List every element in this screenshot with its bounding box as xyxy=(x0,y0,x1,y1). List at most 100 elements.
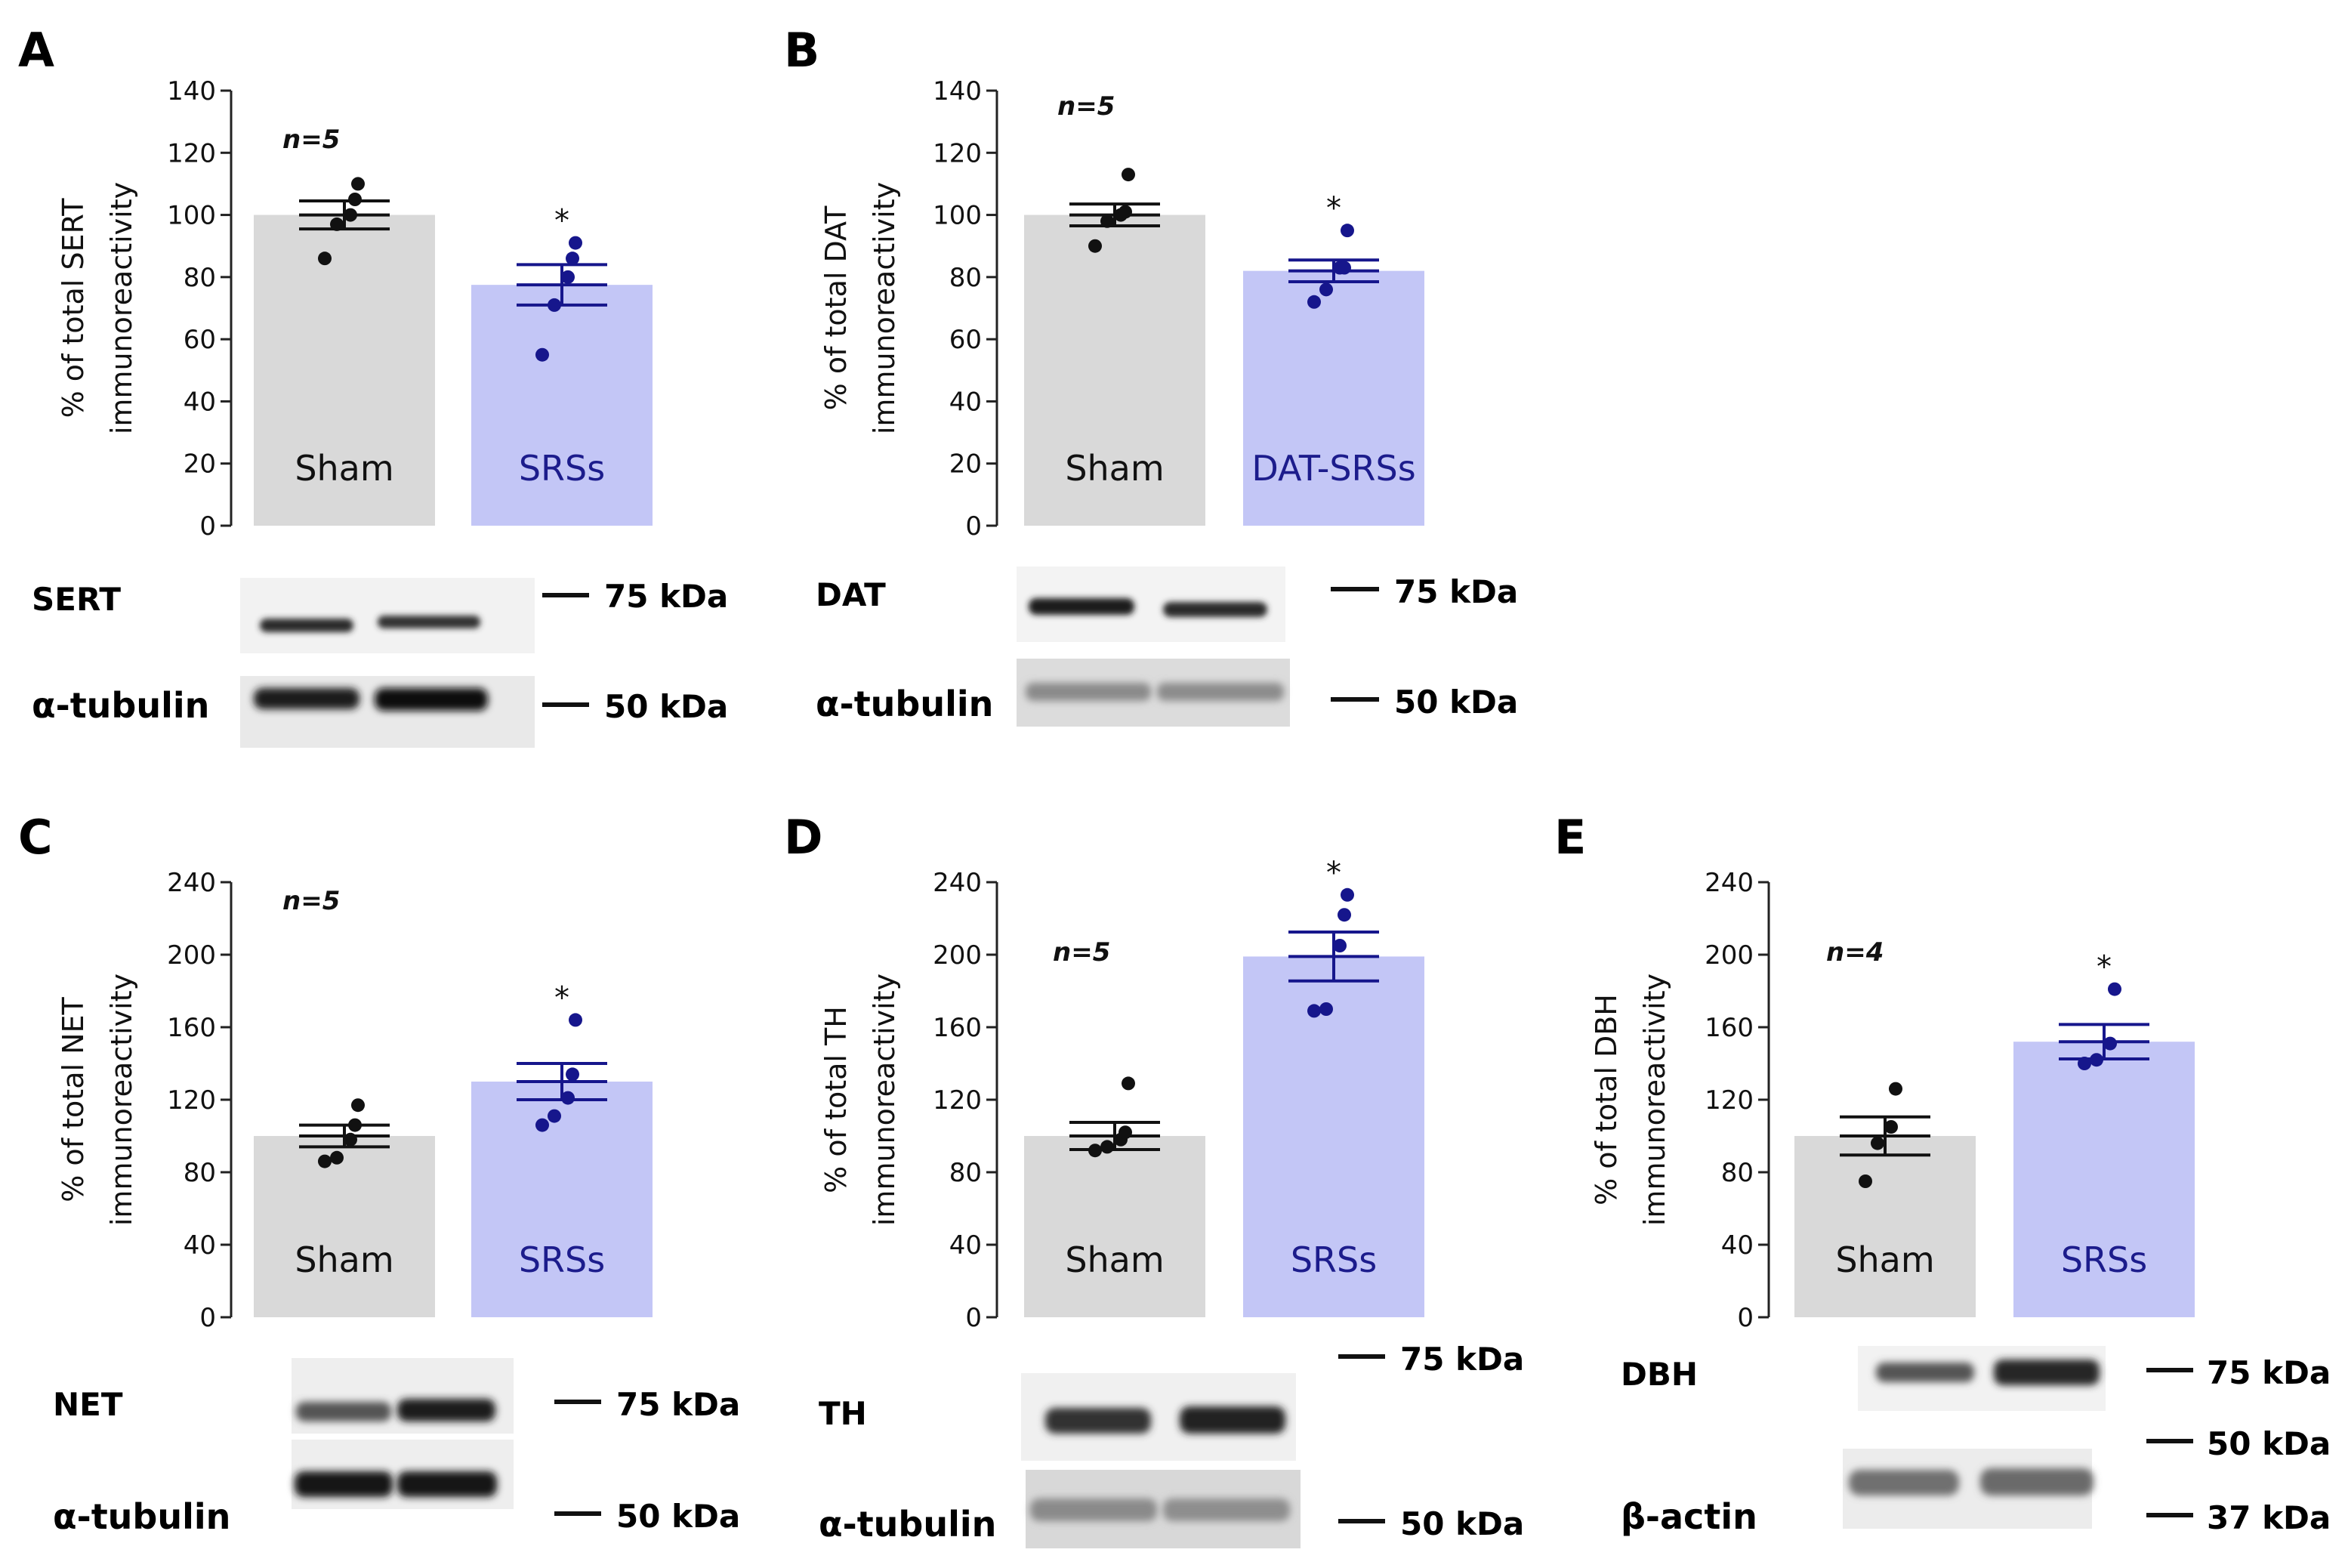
western-blot-net: NET α-tubulin 75 kDa 50 kDa xyxy=(53,1358,740,1537)
data-point xyxy=(1307,295,1321,309)
y-tick-label: 100 xyxy=(933,201,982,231)
n-label: n=5 xyxy=(282,886,340,916)
y-tick-label: 160 xyxy=(1705,1013,1754,1043)
y-axis-label: immunoreactivity xyxy=(105,974,138,1226)
data-point xyxy=(548,1109,561,1123)
y-tick-label: 160 xyxy=(933,1013,982,1043)
significance-marker: * xyxy=(1326,191,1341,226)
data-point xyxy=(1319,1002,1333,1016)
y-axis-label: immunoreactivity xyxy=(868,182,901,434)
blot-band xyxy=(375,688,488,711)
blot-label: β-actin xyxy=(1621,1496,1757,1537)
kda-label: 50 kDa xyxy=(1400,1505,1524,1542)
y-axis-label: % of total SERT xyxy=(57,198,90,418)
western-blot-dat: DAT α-tubulin 75 kDa 50 kDa xyxy=(816,566,1518,727)
y-tick-label: 120 xyxy=(167,1085,216,1116)
data-point xyxy=(348,193,362,206)
y-tick-label: 200 xyxy=(933,940,982,971)
data-point xyxy=(318,252,332,266)
data-point xyxy=(1884,1120,1898,1134)
y-tick-label: 80 xyxy=(184,1158,216,1188)
blot-label: SERT xyxy=(32,581,121,618)
blot-label: α-tubulin xyxy=(53,1496,230,1537)
category-label: Sham xyxy=(1065,1239,1164,1280)
bar-srs xyxy=(1243,270,1424,526)
bar-sham xyxy=(1024,1136,1205,1317)
panel-letter: A xyxy=(18,23,54,78)
n-label: n=5 xyxy=(1057,91,1115,122)
data-point xyxy=(2078,1057,2091,1070)
y-tick-label: 200 xyxy=(167,940,216,971)
blot-band xyxy=(254,688,359,709)
data-point xyxy=(1319,282,1333,297)
y-tick-label: 80 xyxy=(1721,1158,1754,1188)
data-point xyxy=(2103,1036,2117,1051)
kda-label: 50 kDa xyxy=(2207,1425,2331,1462)
data-point xyxy=(330,1150,344,1165)
y-tick-label: 40 xyxy=(949,387,982,417)
data-point xyxy=(561,1091,575,1105)
data-point xyxy=(535,1118,549,1132)
category-label: SRSs xyxy=(2061,1239,2147,1280)
y-tick-label: 60 xyxy=(949,325,982,355)
blot-band xyxy=(1994,1360,2100,1385)
category-label: Sham xyxy=(1835,1239,1934,1280)
blot-label: α-tubulin xyxy=(819,1504,996,1545)
blot-band xyxy=(1029,598,1134,615)
y-tick-label: 0 xyxy=(199,1303,216,1333)
y-axis-label: % of total DBH xyxy=(1590,994,1623,1205)
kda-label: 37 kDa xyxy=(2207,1499,2331,1536)
y-tick-label: 40 xyxy=(184,1230,216,1261)
data-point xyxy=(566,1067,579,1082)
blot-label: DAT xyxy=(816,576,886,613)
blot-band xyxy=(1030,1499,1157,1521)
blot-band xyxy=(1849,1470,1959,1495)
blot-band xyxy=(296,1402,391,1421)
blot-label: α-tubulin xyxy=(32,685,209,726)
data-point xyxy=(351,177,365,191)
y-tick-label: 140 xyxy=(933,76,982,106)
blot-band xyxy=(1026,683,1151,701)
data-point xyxy=(1088,239,1102,253)
blot-band xyxy=(1163,602,1267,617)
category-label: Sham xyxy=(295,448,393,489)
data-point xyxy=(1333,939,1347,952)
bar-srs xyxy=(1243,956,1424,1317)
data-point xyxy=(344,208,357,222)
data-point xyxy=(1859,1174,1872,1188)
kda-label: 75 kDa xyxy=(1394,573,1518,610)
n-label: n=5 xyxy=(1053,937,1110,968)
western-blot-sert: SERT α-tubulin 75 kDa 50 kDa xyxy=(32,578,728,748)
y-tick-label: 0 xyxy=(1737,1303,1754,1333)
blot-band xyxy=(1876,1363,1974,1382)
bar-sham xyxy=(254,215,435,526)
blot-membrane xyxy=(240,676,535,748)
n-label: n=4 xyxy=(1826,937,1884,968)
data-point xyxy=(566,252,579,266)
significance-marker: * xyxy=(554,980,569,1015)
data-point xyxy=(1119,1125,1132,1140)
y-axis-label: immunoreactivity xyxy=(868,974,901,1226)
panel-letter: D xyxy=(784,810,822,865)
data-point xyxy=(535,347,549,362)
y-tick-label: 120 xyxy=(1705,1085,1754,1116)
data-point xyxy=(351,1098,365,1113)
data-point xyxy=(569,236,582,250)
bar-srs xyxy=(2013,1042,2195,1317)
kda-label: 50 kDa xyxy=(1394,684,1518,721)
blot-membrane xyxy=(292,1358,514,1434)
category-label: SRSs xyxy=(519,448,605,489)
significance-marker: * xyxy=(2097,950,2112,985)
data-point xyxy=(1889,1082,1902,1096)
kda-label: 75 kDa xyxy=(616,1386,740,1423)
y-axis-label: immunoreactivity xyxy=(1638,974,1671,1226)
blot-band xyxy=(1180,1406,1285,1434)
y-tick-label: 80 xyxy=(949,1158,982,1188)
data-point xyxy=(1341,887,1354,902)
data-point xyxy=(2090,1053,2103,1067)
data-point xyxy=(1088,1144,1102,1158)
y-axis-label: immunoreactivity xyxy=(105,182,138,434)
blot-band xyxy=(397,1471,497,1497)
data-point xyxy=(1341,224,1354,238)
